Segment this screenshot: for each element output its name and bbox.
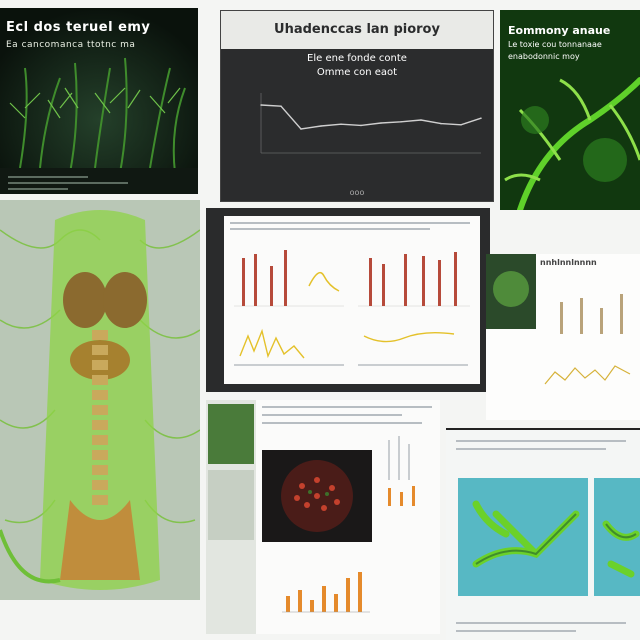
chart-footer: ooo [349, 188, 365, 197]
line-chart-svg [260, 93, 482, 154]
report-line [544, 365, 631, 385]
series-line [260, 104, 482, 130]
vein-illustration [500, 10, 640, 210]
panel-report-right: nnhlnnlnnnn [486, 254, 640, 420]
plant-thumbnail [486, 254, 536, 329]
panel-anatomy [0, 200, 200, 600]
panel-teal-structures [446, 428, 640, 640]
panel-title: Eommony anaue [508, 24, 611, 37]
report-bars [560, 294, 623, 334]
small-bar-chart [388, 436, 415, 506]
heatmap-image [262, 450, 372, 542]
panel-green-veins: Eommony anaue Le toxie cou tonnanaae ena… [500, 10, 640, 210]
structure-illustration [458, 478, 640, 596]
panel-title: Ecl dos teruel emy [6, 20, 151, 35]
chart-subtitle-2: Omme con eaot [316, 67, 398, 78]
panel-plant-closeup: Ecl dos teruel emy Ea cancomanca ttotnc … [0, 8, 198, 194]
panel-subtitle: Le toxie cou tonnanaae [508, 40, 602, 49]
bar-chart-pair [234, 250, 470, 307]
orange-bar-chart [282, 572, 370, 613]
panel-document-heatmap [206, 400, 440, 634]
anatomy-illustration [0, 200, 200, 600]
panel-subtitle-2: enabodonnic moy [508, 52, 580, 61]
panel-document-bars [206, 208, 490, 392]
chart-subtitle: Ele ene fonde conte [307, 53, 407, 64]
line-charts-pair [234, 328, 468, 366]
document-sheet [224, 216, 480, 384]
side-thumbnails [206, 400, 256, 634]
chart-title: Uhadenccas lan pioroy [221, 11, 493, 49]
panel-subtitle: Ea cancomanca ttotnc ma [6, 40, 136, 50]
panel-line-chart: Uhadenccas lan pioroy Ele ene fonde cont… [220, 10, 494, 202]
report-title: nnhlnnlnnnn [540, 258, 597, 267]
grass-illustration [0, 8, 198, 194]
